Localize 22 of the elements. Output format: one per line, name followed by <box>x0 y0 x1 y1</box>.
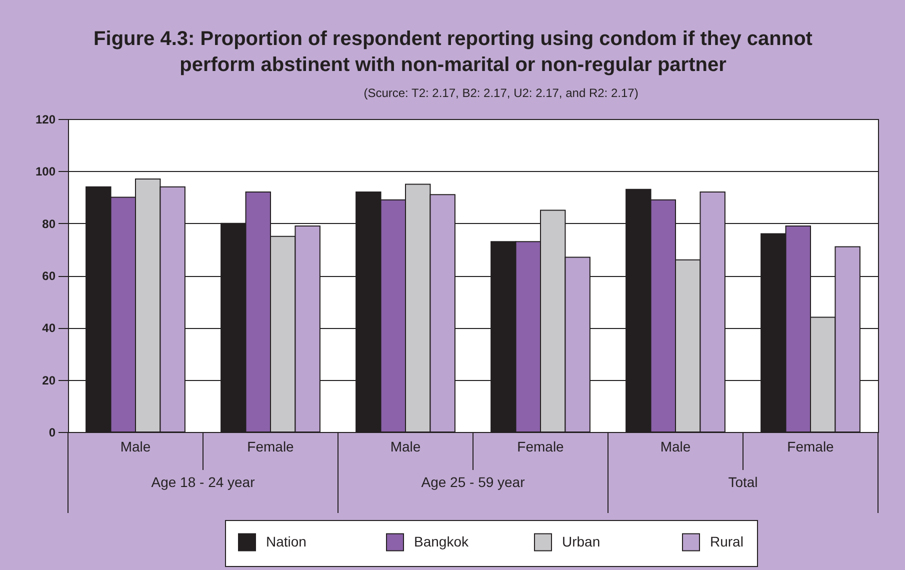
text: Total <box>728 474 758 490</box>
legend-label: Rural <box>710 533 744 550</box>
y-tick-label: 20 <box>42 373 56 388</box>
chart-subtitle: (Scurce: T2: 2.17, B2: 2.17, U2: 2.17, and R2: 2.17) <box>364 86 638 100</box>
y-tick-label: 40 <box>42 321 56 336</box>
legend-label: Nation <box>266 533 306 550</box>
x-tick-label: Male <box>660 438 691 454</box>
y-tick-label: 80 <box>42 216 56 231</box>
x-tick-label: Female <box>517 438 564 454</box>
x-tick-label: Male <box>390 438 421 454</box>
x-tick-label: Female <box>247 438 294 454</box>
x-tick-label: Female <box>787 438 834 454</box>
y-tick-label: 0 <box>48 426 56 440</box>
legend-label: Urban <box>562 533 600 550</box>
chart-title: Figure 4.3: Proportion of respondent reporting using condom if they cannot perform abstinent with non-marital or non-regular partner <box>94 28 813 76</box>
x-tick-label: Male <box>120 438 151 454</box>
text: Age 25 - 59 year <box>421 474 526 490</box>
legend-label: Bangkok <box>414 533 470 550</box>
y-tick-label: 60 <box>42 269 56 283</box>
text: Age 18 - 24 year <box>151 474 256 490</box>
y-tick-label: 100 <box>35 164 56 179</box>
y-tick-label: 120 <box>35 112 56 126</box>
